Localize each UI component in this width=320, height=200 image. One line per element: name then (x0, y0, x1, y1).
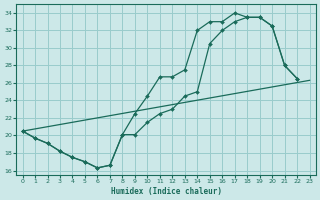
X-axis label: Humidex (Indice chaleur): Humidex (Indice chaleur) (111, 187, 221, 196)
